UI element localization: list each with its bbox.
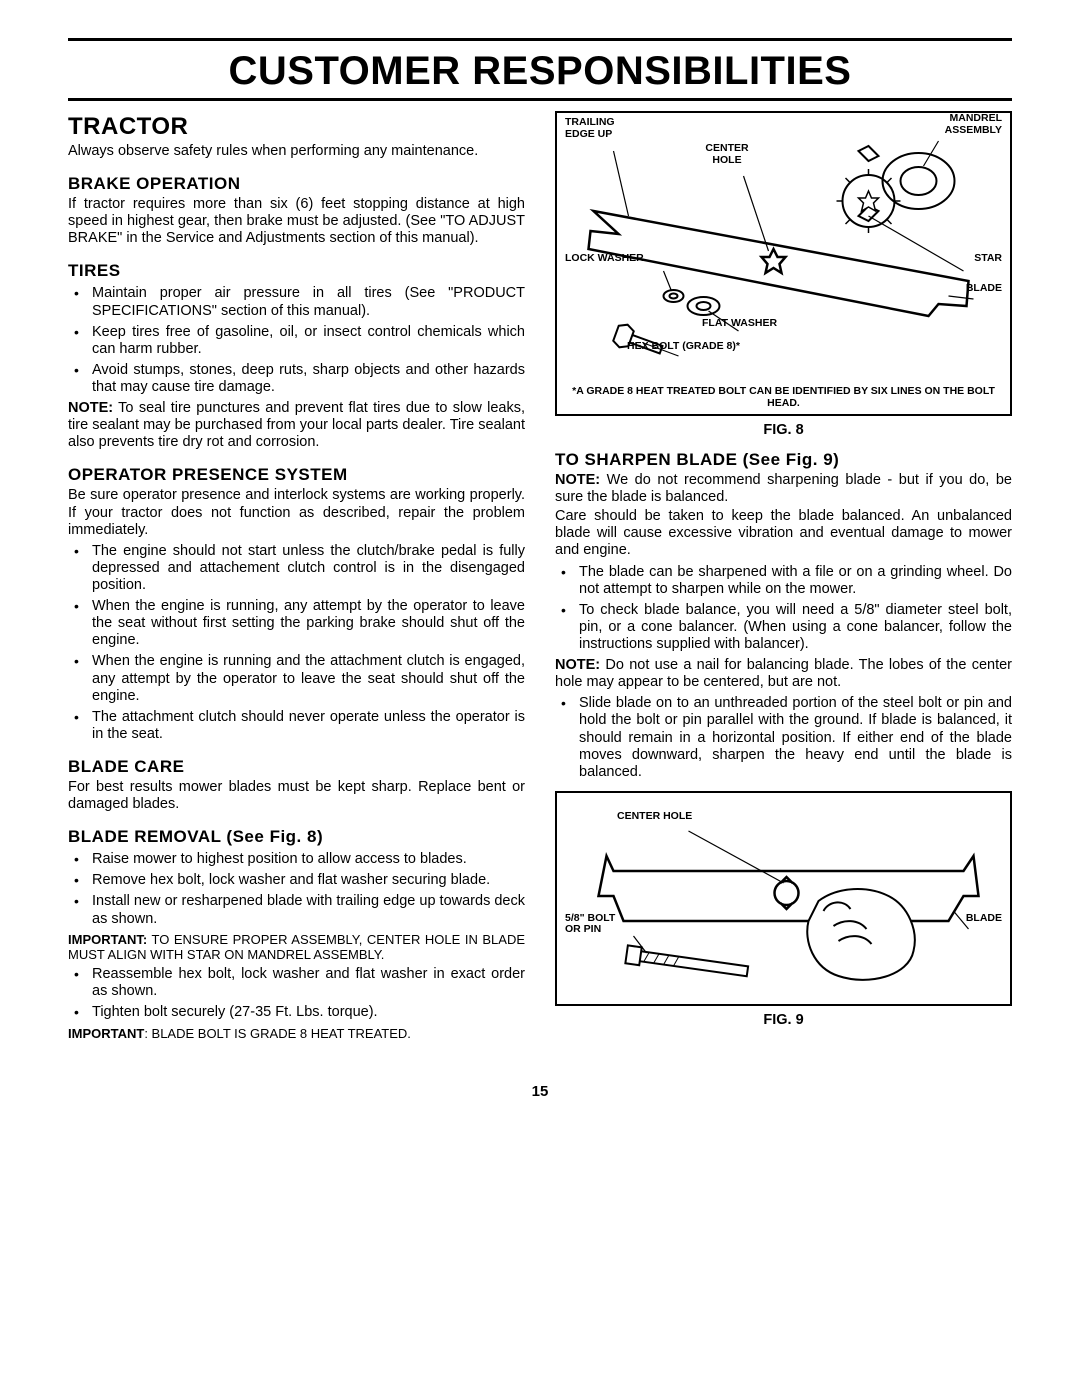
list-item: Reassemble hex bolt, lock washer and fla… xyxy=(68,966,525,1000)
list-item: Maintain proper air pressure in all tire… xyxy=(68,285,525,319)
list-item: Keep tires free of gasoline, oil, or ins… xyxy=(68,324,525,358)
important-label: IMPORTANT: xyxy=(68,932,147,947)
list-item: When the engine is running and the attac… xyxy=(68,653,525,704)
page-number: 15 xyxy=(68,1083,1012,1120)
list-item: When the engine is running, any attempt … xyxy=(68,598,525,649)
page-title: CUSTOMER RESPONSIBILITIES xyxy=(68,43,1012,98)
two-column-layout: TRACTOR Always observe safety rules when… xyxy=(68,111,1012,1043)
list-ops: The engine should not start unless the c… xyxy=(68,543,525,743)
figure-8-box: TRAILING EDGE UP MANDREL ASSEMBLY CENTER… xyxy=(555,111,1012,416)
right-column: TRAILING EDGE UP MANDREL ASSEMBLY CENTER… xyxy=(555,111,1012,1043)
rule-bottom xyxy=(68,98,1012,101)
important-label: IMPORTANT xyxy=(68,1026,144,1041)
note-label: NOTE: xyxy=(68,400,113,416)
label-center-hole-9: CENTER HOLE xyxy=(617,811,692,823)
list-removal-2: Reassemble hex bolt, lock washer and fla… xyxy=(68,966,525,1021)
list-item: Slide blade on to an unthreaded portion … xyxy=(555,695,1012,781)
list-sharpen-2: Slide blade on to an unthreaded portion … xyxy=(555,695,1012,781)
list-item: The blade can be sharpened with a file o… xyxy=(555,564,1012,598)
rule-top xyxy=(68,38,1012,41)
label-center-hole: CENTER HOLE xyxy=(702,143,752,166)
label-lock-washer: LOCK WASHER xyxy=(565,253,644,265)
para-blade-care: For best results mower blades must be ke… xyxy=(68,779,525,813)
list-item: Install new or resharpened blade with tr… xyxy=(68,893,525,927)
para-tractor: Always observe safety rules when perform… xyxy=(68,143,525,160)
label-blade: BLADE xyxy=(966,283,1002,295)
list-item: Remove hex bolt, lock washer and flat wa… xyxy=(68,872,525,889)
figure-8-footnote: *A GRADE 8 HEAT TREATED BOLT CAN BE IDEN… xyxy=(567,385,1000,409)
note-text: To seal tire punctures and prevent flat … xyxy=(68,400,525,450)
label-mandrel: MANDREL ASSEMBLY xyxy=(932,113,1002,136)
important-1: IMPORTANT: TO ENSURE PROPER ASSEMBLY, CE… xyxy=(68,932,525,963)
figure-9-svg xyxy=(567,801,1000,1001)
label-star: STAR xyxy=(974,253,1002,265)
label-blade-9: BLADE xyxy=(966,913,1002,925)
list-removal: Raise mower to highest position to allow… xyxy=(68,851,525,927)
list-item: Raise mower to highest position to allow… xyxy=(68,851,525,868)
para-sharpen: Care should be taken to keep the blade b… xyxy=(555,508,1012,559)
note-sharpen: NOTE: We do not recommend sharpening bla… xyxy=(555,472,1012,506)
list-item: To check blade balance, you will need a … xyxy=(555,602,1012,653)
list-tires: Maintain proper air pressure in all tire… xyxy=(68,285,525,396)
figure-8-caption: FIG. 8 xyxy=(555,422,1012,438)
important-2: IMPORTANT: BLADE BOLT IS GRADE 8 HEAT TR… xyxy=(68,1026,525,1041)
note-sharpen-2: NOTE: Do not use a nail for balancing bl… xyxy=(555,657,1012,691)
heading-tires: TIRES xyxy=(68,261,525,281)
label-trailing-edge: TRAILING EDGE UP xyxy=(565,117,625,140)
note-text: Do not use a nail for balancing blade. T… xyxy=(555,657,1012,690)
figure-9-caption: FIG. 9 xyxy=(555,1012,1012,1028)
para-brake: If tractor requires more than six (6) fe… xyxy=(68,196,525,247)
heading-brake: BRAKE OPERATION xyxy=(68,174,525,194)
heading-sharpen: TO SHARPEN BLADE (See Fig. 9) xyxy=(555,450,1012,470)
note-label: NOTE: xyxy=(555,657,600,673)
para-ops: Be sure operator presence and interlock … xyxy=(68,487,525,538)
label-flat-washer: FLAT WASHER xyxy=(702,318,777,330)
important-text: : BLADE BOLT IS GRADE 8 HEAT TREATED. xyxy=(144,1026,411,1041)
figure-9-box: CENTER HOLE 5/8" BOLT OR PIN BLADE xyxy=(555,791,1012,1006)
left-column: TRACTOR Always observe safety rules when… xyxy=(68,111,525,1043)
list-sharpen-1: The blade can be sharpened with a file o… xyxy=(555,564,1012,654)
note-tires: NOTE: To seal tire punctures and prevent… xyxy=(68,400,525,451)
list-item: The attachment clutch should never opera… xyxy=(68,709,525,743)
list-item: Tighten bolt securely (27-35 Ft. Lbs. to… xyxy=(68,1004,525,1021)
heading-blade-removal: BLADE REMOVAL (See Fig. 8) xyxy=(68,827,525,847)
note-text: We do not recommend sharpening blade - b… xyxy=(555,472,1012,505)
heading-blade-care: BLADE CARE xyxy=(68,757,525,777)
label-bolt-pin: 5/8" BOLT OR PIN xyxy=(565,913,625,936)
list-item: Avoid stumps, stones, deep ruts, sharp o… xyxy=(68,362,525,396)
list-item: The engine should not start unless the c… xyxy=(68,543,525,594)
heading-ops: OPERATOR PRESENCE SYSTEM xyxy=(68,465,525,485)
label-hex-bolt: HEX BOLT (GRADE 8)* xyxy=(627,341,747,353)
heading-tractor: TRACTOR xyxy=(68,113,525,141)
note-label: NOTE: xyxy=(555,472,600,488)
